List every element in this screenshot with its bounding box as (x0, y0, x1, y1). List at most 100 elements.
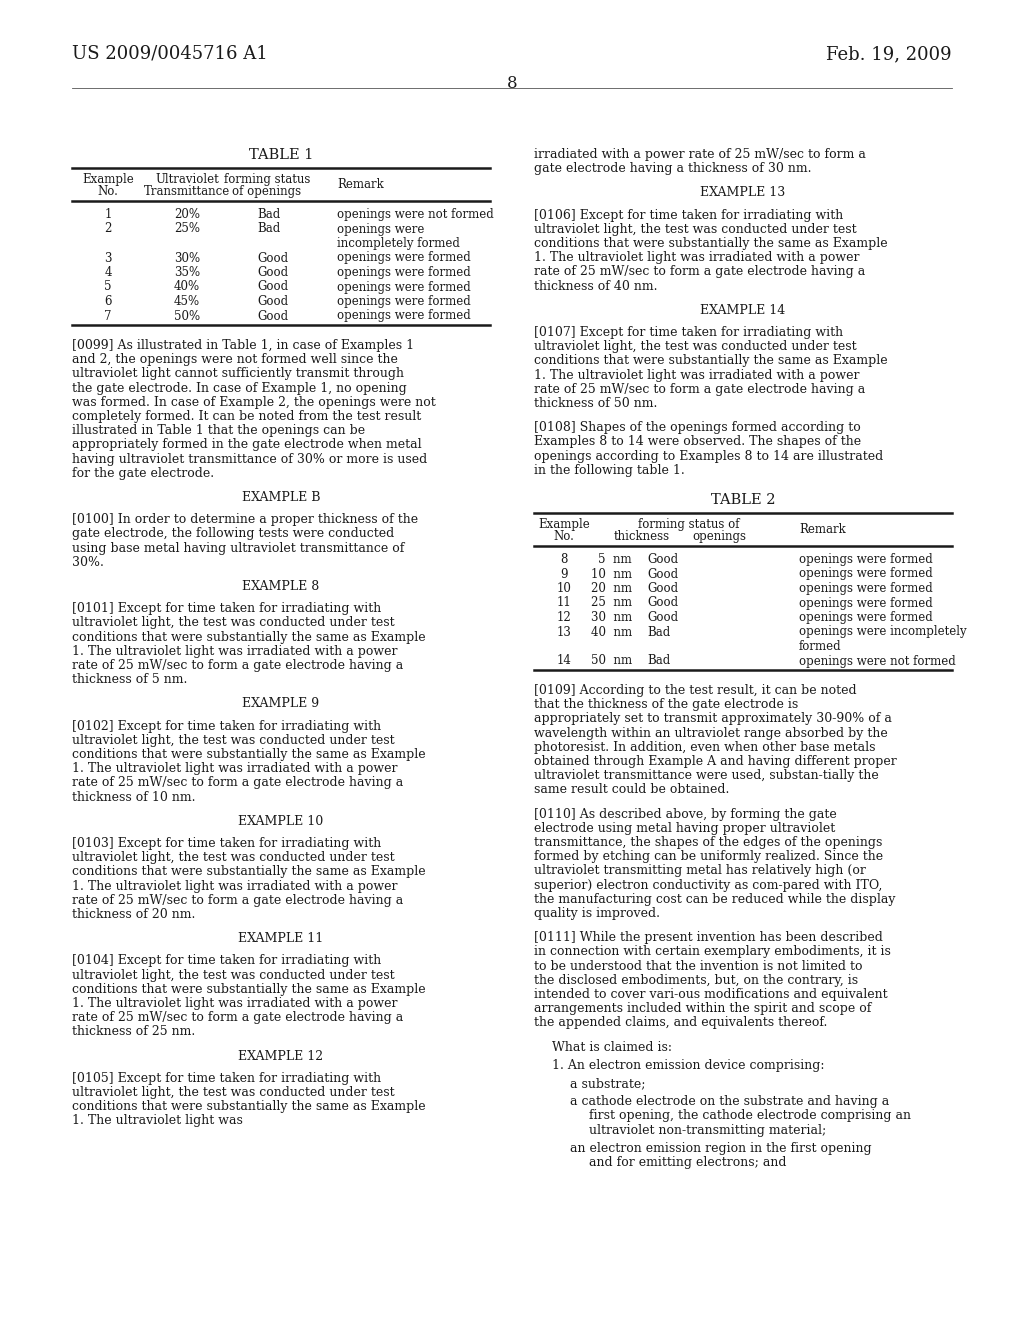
Text: 10  nm: 10 nm (591, 568, 632, 581)
Text: appropriately formed in the gate electrode when metal: appropriately formed in the gate electro… (72, 438, 422, 451)
Text: Transmittance: Transmittance (144, 185, 230, 198)
Text: 30%: 30% (174, 252, 200, 264)
Text: formed by etching can be uniformly realized. Since the: formed by etching can be uniformly reali… (534, 850, 883, 863)
Text: [0111] While the present invention has been described: [0111] While the present invention has b… (534, 931, 883, 944)
Text: using base metal having ultraviolet transmittance of: using base metal having ultraviolet tran… (72, 541, 404, 554)
Text: openings were formed: openings were formed (337, 309, 471, 322)
Text: same result could be obtained.: same result could be obtained. (534, 783, 729, 796)
Text: rate of 25 mW/sec to form a gate electrode having a: rate of 25 mW/sec to form a gate electro… (534, 265, 865, 279)
Text: rate of 25 mW/sec to form a gate electrode having a: rate of 25 mW/sec to form a gate electro… (72, 659, 403, 672)
Text: a substrate;: a substrate; (570, 1077, 645, 1090)
Text: [0107] Except for time taken for irradiating with: [0107] Except for time taken for irradia… (534, 326, 843, 339)
Text: conditions that were substantially the same as Example: conditions that were substantially the s… (72, 1100, 426, 1113)
Text: ultraviolet light, the test was conducted under test: ultraviolet light, the test was conducte… (72, 734, 394, 747)
Text: openings were formed: openings were formed (799, 582, 933, 595)
Text: thickness of 20 nm.: thickness of 20 nm. (72, 908, 196, 921)
Text: Good: Good (257, 294, 288, 308)
Text: 13: 13 (557, 626, 571, 639)
Text: incompletely formed: incompletely formed (337, 238, 460, 249)
Text: that the thickness of the gate electrode is: that the thickness of the gate electrode… (534, 698, 799, 711)
Text: Feb. 19, 2009: Feb. 19, 2009 (826, 45, 952, 63)
Text: Bad: Bad (647, 655, 671, 668)
Text: 25%: 25% (174, 223, 200, 235)
Text: rate of 25 mW/sec to form a gate electrode having a: rate of 25 mW/sec to form a gate electro… (534, 383, 865, 396)
Text: superior) electron conductivity as com-pared with ITO,: superior) electron conductivity as com-p… (534, 879, 883, 891)
Text: 10: 10 (557, 582, 571, 595)
Text: in connection with certain exemplary embodiments, it is: in connection with certain exemplary emb… (534, 945, 891, 958)
Text: wavelength within an ultraviolet range absorbed by the: wavelength within an ultraviolet range a… (534, 726, 888, 739)
Text: TABLE 1: TABLE 1 (249, 148, 313, 162)
Text: ultraviolet light, the test was conducted under test: ultraviolet light, the test was conducte… (72, 616, 394, 630)
Text: 35%: 35% (174, 267, 200, 279)
Text: openings were formed: openings were formed (337, 267, 471, 279)
Text: Bad: Bad (647, 626, 671, 639)
Text: Good: Good (257, 281, 288, 293)
Text: EXAMPLE 8: EXAMPLE 8 (243, 579, 319, 593)
Text: EXAMPLE B: EXAMPLE B (242, 491, 321, 504)
Text: completely formed. It can be noted from the test result: completely formed. It can be noted from … (72, 411, 421, 422)
Text: 6: 6 (104, 294, 112, 308)
Text: forming status: forming status (224, 173, 310, 186)
Text: thickness of 40 nm.: thickness of 40 nm. (534, 280, 657, 293)
Text: No.: No. (554, 531, 574, 543)
Text: openings were formed: openings were formed (799, 611, 933, 624)
Text: ultraviolet transmitting metal has relatively high (or: ultraviolet transmitting metal has relat… (534, 865, 866, 878)
Text: 9: 9 (560, 568, 567, 581)
Text: quality is improved.: quality is improved. (534, 907, 660, 920)
Text: openings were formed: openings were formed (799, 553, 933, 566)
Text: Good: Good (647, 582, 678, 595)
Text: [0105] Except for time taken for irradiating with: [0105] Except for time taken for irradia… (72, 1072, 381, 1085)
Text: [0109] According to the test result, it can be noted: [0109] According to the test result, it … (534, 684, 857, 697)
Text: irradiated with a power rate of 25 mW/sec to form a: irradiated with a power rate of 25 mW/se… (534, 148, 866, 161)
Text: forming status of: forming status of (638, 517, 739, 531)
Text: [0101] Except for time taken for irradiating with: [0101] Except for time taken for irradia… (72, 602, 381, 615)
Text: 1. The ultraviolet light was irradiated with a power: 1. The ultraviolet light was irradiated … (72, 762, 397, 775)
Text: ultraviolet light, the test was conducted under test: ultraviolet light, the test was conducte… (534, 341, 857, 354)
Text: Bad: Bad (257, 209, 281, 220)
Text: thickness of 25 nm.: thickness of 25 nm. (72, 1026, 196, 1039)
Text: the disclosed embodiments, but, on the contrary, is: the disclosed embodiments, but, on the c… (534, 974, 858, 987)
Text: rate of 25 mW/sec to form a gate electrode having a: rate of 25 mW/sec to form a gate electro… (72, 1011, 403, 1024)
Text: and 2, the openings were not formed well since the: and 2, the openings were not formed well… (72, 354, 398, 366)
Text: 1. The ultraviolet light was irradiated with a power: 1. The ultraviolet light was irradiated … (72, 644, 397, 657)
Text: conditions that were substantially the same as Example: conditions that were substantially the s… (534, 354, 888, 367)
Text: Bad: Bad (257, 223, 281, 235)
Text: 1. The ultraviolet light was irradiated with a power: 1. The ultraviolet light was irradiated … (72, 879, 397, 892)
Text: openings were formed: openings were formed (799, 597, 933, 610)
Text: [0099] As illustrated in Table 1, in case of Examples 1: [0099] As illustrated in Table 1, in cas… (72, 339, 414, 352)
Text: conditions that were substantially the same as Example: conditions that were substantially the s… (72, 983, 426, 995)
Text: 45%: 45% (174, 294, 200, 308)
Text: 40  nm: 40 nm (591, 626, 632, 639)
Text: [0104] Except for time taken for irradiating with: [0104] Except for time taken for irradia… (72, 954, 381, 968)
Text: ultraviolet transmittance were used, substan-tially the: ultraviolet transmittance were used, sub… (534, 770, 879, 783)
Text: 40%: 40% (174, 281, 200, 293)
Text: openings were not formed: openings were not formed (799, 655, 955, 668)
Text: openings: openings (692, 531, 746, 543)
Text: [0100] In order to determine a proper thickness of the: [0100] In order to determine a proper th… (72, 513, 418, 527)
Text: EXAMPLE 12: EXAMPLE 12 (239, 1049, 324, 1063)
Text: openings were formed: openings were formed (337, 281, 471, 293)
Text: 50%: 50% (174, 309, 200, 322)
Text: of openings: of openings (232, 185, 301, 198)
Text: conditions that were substantially the same as Example: conditions that were substantially the s… (72, 748, 426, 762)
Text: thickness of 10 nm.: thickness of 10 nm. (72, 791, 196, 804)
Text: thickness of 5 nm.: thickness of 5 nm. (72, 673, 187, 686)
Text: 5  nm: 5 nm (598, 553, 632, 566)
Text: 1: 1 (104, 209, 112, 220)
Text: having ultraviolet transmittance of 30% or more is used: having ultraviolet transmittance of 30% … (72, 453, 427, 466)
Text: 14: 14 (557, 655, 571, 668)
Text: Remark: Remark (337, 178, 384, 191)
Text: [0103] Except for time taken for irradiating with: [0103] Except for time taken for irradia… (72, 837, 381, 850)
Text: [0106] Except for time taken for irradiating with: [0106] Except for time taken for irradia… (534, 209, 843, 222)
Text: was formed. In case of Example 2, the openings were not: was formed. In case of Example 2, the op… (72, 396, 436, 409)
Text: to be understood that the invention is not limited to: to be understood that the invention is n… (534, 960, 862, 973)
Text: EXAMPLE 11: EXAMPLE 11 (239, 932, 324, 945)
Text: the manufacturing cost can be reduced while the display: the manufacturing cost can be reduced wh… (534, 892, 896, 906)
Text: intended to cover vari-ous modifications and equivalent: intended to cover vari-ous modifications… (534, 987, 888, 1001)
Text: an electron emission region in the first opening: an electron emission region in the first… (570, 1142, 871, 1155)
Text: 2: 2 (104, 223, 112, 235)
Text: Example: Example (82, 173, 134, 186)
Text: conditions that were substantially the same as Example: conditions that were substantially the s… (72, 866, 426, 878)
Text: ultraviolet light, the test was conducted under test: ultraviolet light, the test was conducte… (534, 223, 857, 236)
Text: 25  nm: 25 nm (591, 597, 632, 610)
